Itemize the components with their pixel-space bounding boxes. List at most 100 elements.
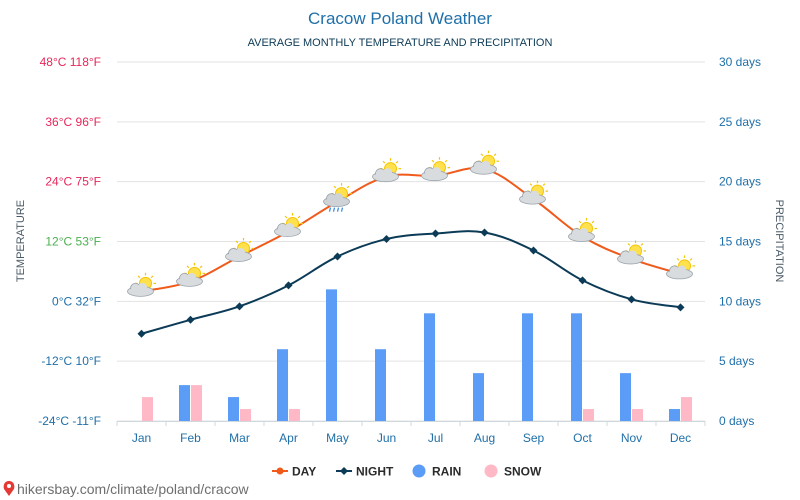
cloud-fill — [471, 165, 496, 174]
cloud-fill — [422, 171, 447, 180]
sun-ray — [150, 275, 154, 279]
night-point — [578, 276, 587, 285]
snow-bar — [289, 409, 300, 421]
x-tick-label: Jan — [132, 431, 151, 445]
sun-ray — [627, 243, 631, 246]
partly-cloudy-icon — [568, 218, 597, 242]
sun-ray — [395, 160, 399, 164]
night-point — [235, 302, 244, 311]
snow-bar — [142, 397, 153, 421]
temp-tick-label: 0°C 32°F — [52, 294, 101, 308]
rain-bar — [228, 397, 239, 421]
x-tick-label: Apr — [279, 431, 298, 445]
sun-ray — [431, 159, 435, 163]
snow-bar — [583, 409, 594, 421]
cloud-fill — [275, 227, 300, 236]
legend-label-rain: RAIN — [432, 465, 461, 479]
sun-ray — [235, 240, 239, 244]
cloud-fill — [324, 197, 349, 206]
precip-tick-label: 5 days — [719, 354, 754, 368]
rain-bar — [375, 349, 386, 421]
cloud-fill — [373, 172, 398, 181]
night-point — [529, 246, 538, 255]
x-tick-label: Feb — [180, 431, 201, 445]
rain-drop — [332, 207, 336, 212]
y-axis-title-left: TEMPERATURE — [15, 200, 27, 282]
rain-drop — [328, 207, 332, 212]
sun-ray — [137, 275, 141, 279]
sun-ray — [333, 185, 337, 189]
y-axis-title-right: PRECIPITATION — [773, 200, 785, 283]
temp-tick-label: 24°C 75°F — [45, 175, 101, 189]
temp-tick-label: -12°C 10°F — [41, 354, 101, 368]
sun-ray — [444, 159, 448, 163]
sun-ray — [542, 183, 546, 186]
legend-snow-circle — [484, 464, 498, 478]
temp-tick-label: 12°C 53°F — [45, 235, 101, 249]
rain-bar — [473, 373, 484, 421]
sun-ray — [382, 160, 386, 164]
precip-tick-label: 10 days — [719, 294, 761, 308]
x-tick-label: Jun — [377, 431, 396, 445]
precip-tick-label: 30 days — [719, 55, 761, 69]
cloud-fill — [569, 232, 594, 241]
night-point — [480, 228, 489, 237]
footer-url: hikersbay.com/climate/poland/cracow — [17, 481, 250, 497]
precip-tick-label: 15 days — [719, 235, 761, 249]
sun-ray — [186, 265, 190, 269]
pin-hole — [7, 484, 11, 488]
pin-shape — [3, 481, 15, 496]
partly-cloudy-icon — [274, 213, 303, 237]
night-point — [382, 235, 391, 244]
legend-night-diamond — [340, 467, 348, 475]
x-tick-label: Oct — [573, 431, 592, 445]
precip-tick-label: 25 days — [719, 115, 761, 129]
rain-bar — [424, 313, 435, 421]
cloud-fill — [618, 254, 643, 263]
rain-bar — [326, 289, 337, 421]
temp-tick-label: -24°C -11°F — [38, 414, 101, 428]
cloud-fill — [128, 287, 153, 296]
night-point — [186, 315, 195, 324]
partly-cloudy-icon — [617, 240, 646, 265]
rain-bar — [277, 349, 288, 421]
rain-bar — [669, 409, 680, 421]
partly-cloudy-icon — [372, 158, 401, 183]
day-line — [141, 167, 681, 293]
legend-label-snow: SNOW — [504, 465, 542, 479]
night-point — [431, 229, 440, 238]
partly-cloudy-icon — [225, 237, 254, 262]
sun-ray — [640, 243, 644, 246]
rain-bar — [179, 385, 190, 421]
sun-ray — [284, 215, 288, 219]
temp-tick-label: 48°C 118°F — [40, 55, 101, 69]
x-tick-label: Mar — [229, 431, 250, 445]
sun-ray — [676, 258, 680, 261]
partly-cloudy-icon — [127, 272, 156, 297]
partly-cloudy-icon — [470, 150, 499, 175]
x-tick-label: Dec — [670, 431, 691, 445]
sun-ray — [591, 220, 595, 224]
sun-ray — [493, 153, 497, 156]
night-point — [676, 303, 685, 312]
partly-cloudy-icon — [519, 180, 548, 205]
partly-cloudy-icon — [421, 157, 450, 182]
rain-drop — [336, 207, 340, 212]
partly-cloudy-icon — [666, 255, 695, 280]
sun-ray — [578, 220, 582, 224]
night-line — [141, 230, 681, 335]
sun-ray — [199, 265, 203, 269]
partly-cloudy-icon — [176, 262, 205, 287]
night-point — [137, 329, 146, 338]
sun-ray — [689, 258, 693, 261]
night-point — [333, 252, 342, 261]
rain-drop — [340, 207, 344, 212]
legend-label-day: DAY — [292, 465, 316, 479]
chart-subtitle: AVERAGE MONTHLY TEMPERATURE AND PRECIPIT… — [248, 37, 553, 49]
map-pin-icon — [3, 481, 15, 496]
snow-bar — [681, 397, 692, 421]
x-tick-label: Sep — [523, 431, 545, 445]
x-tick-label: Jul — [428, 431, 443, 445]
legend-label-night: NIGHT — [356, 465, 394, 479]
